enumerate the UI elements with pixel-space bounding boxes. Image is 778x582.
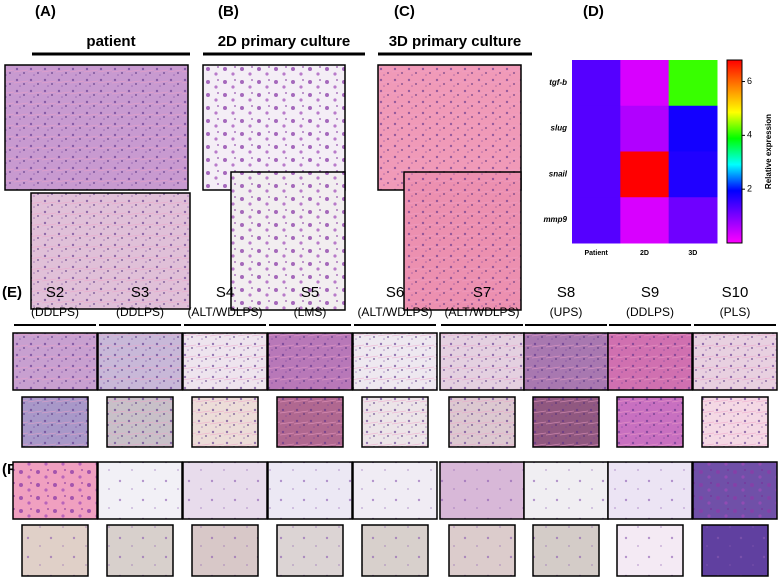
heat-cell	[668, 60, 718, 107]
histology-texture	[616, 396, 684, 448]
heat-cell	[620, 197, 670, 244]
histology-texture	[182, 461, 268, 520]
heat-cell	[572, 197, 621, 244]
histology-texture	[448, 524, 516, 577]
sample-name: S9	[641, 284, 659, 301]
histology-texture	[616, 524, 684, 577]
histology-texture	[701, 524, 769, 577]
sample-name: S7	[473, 284, 491, 301]
panel-label: (E)	[2, 284, 22, 301]
row-label: tgf-b	[549, 78, 567, 87]
heat-cell	[668, 151, 718, 198]
sample-name: S4	[216, 284, 234, 301]
histology-texture	[106, 396, 174, 448]
col-label: 3D	[688, 250, 697, 257]
column-header: 3D primary culture	[389, 33, 522, 50]
histology-texture	[523, 461, 609, 520]
histology-texture	[532, 524, 600, 577]
histology-texture	[361, 524, 429, 577]
row-label: slug	[551, 124, 568, 133]
panel-label: (A)	[35, 3, 56, 20]
heat-cell	[572, 151, 621, 198]
heat-cell	[620, 60, 670, 107]
histology-texture	[230, 171, 346, 311]
sample-subtype: (DDLPS)	[31, 305, 79, 319]
sample-name: S2	[46, 284, 64, 301]
histology-texture	[403, 171, 522, 311]
row-label: snail	[549, 169, 568, 178]
colorbar-label: Relative expression	[764, 114, 773, 189]
sample-name: S8	[557, 284, 575, 301]
sample-subtype: (DDLPS)	[116, 305, 164, 319]
histology-texture	[267, 461, 353, 520]
histology-texture	[97, 332, 183, 391]
col-label: 2D	[640, 250, 649, 257]
histology-texture	[532, 396, 600, 448]
histology-texture	[361, 396, 429, 448]
sample-subtype: (UPS)	[550, 305, 583, 319]
sample-headers: S2 (DDLPS) S3 (DDLPS) S4 (ALT/WDLPS) S5 (LMS) S6…	[14, 284, 776, 326]
heat-cell	[572, 60, 621, 107]
histology-texture	[4, 64, 189, 191]
histology-texture	[191, 396, 259, 448]
sample-subtype: (ALT/WDLPS)	[357, 305, 432, 319]
sample-name: S3	[131, 284, 149, 301]
sample-subtype: (ALT/WDLPS)	[187, 305, 262, 319]
histology-texture	[276, 396, 344, 448]
heat-cell	[620, 105, 670, 152]
histology-texture	[377, 64, 522, 191]
histology-texture	[21, 396, 89, 448]
histology-texture	[267, 332, 353, 391]
sample-name: S10	[722, 284, 749, 301]
histology-texture	[352, 332, 438, 391]
heat-cell	[572, 105, 621, 152]
histology-texture	[276, 524, 344, 577]
histology-texture	[97, 461, 183, 520]
histology-texture	[523, 332, 609, 391]
row-label: mmp9	[543, 215, 567, 224]
histology-texture	[202, 64, 346, 191]
colorbar	[726, 59, 743, 244]
panel-label: (B)	[218, 3, 239, 20]
histology-texture	[607, 461, 693, 520]
histology-texture	[439, 332, 525, 391]
colorbar-tick-label: 2	[747, 184, 752, 194]
heat-cell	[620, 151, 670, 198]
sample-subtype: (LMS)	[294, 305, 327, 319]
sample-subtype: (PLS)	[720, 305, 751, 319]
histology-texture	[448, 396, 516, 448]
histology-texture	[106, 524, 174, 577]
histology-texture	[607, 332, 693, 391]
panel-label: (C)	[394, 3, 415, 20]
histology-texture	[439, 461, 525, 520]
sample-name: S5	[301, 284, 319, 301]
col-label: Patient	[584, 250, 608, 257]
heatmap: tgf-b slug snail mmp9 Patient 2D 3D 2 4 6 Relative…	[543, 59, 773, 257]
sample-subtype: (DDLPS)	[626, 305, 674, 319]
histology-texture	[692, 461, 778, 520]
colorbar-tick-label: 6	[747, 76, 752, 86]
histology-texture	[21, 524, 89, 577]
sample-subtype: (ALT/WDLPS)	[444, 305, 519, 319]
colorbar-tick-label: 4	[747, 130, 752, 140]
histology-texture	[12, 461, 98, 520]
column-header: patient	[86, 33, 135, 50]
histology-texture	[701, 396, 769, 448]
histology-texture	[12, 332, 98, 391]
panel-label: (D)	[583, 3, 604, 20]
images	[4, 64, 778, 577]
histology-texture	[182, 332, 268, 391]
histology-texture	[191, 524, 259, 577]
column-header: 2D primary culture	[218, 33, 351, 50]
histology-texture	[352, 461, 438, 520]
heat-cell	[668, 105, 718, 152]
heat-cell	[668, 197, 718, 244]
histology-texture	[30, 192, 191, 310]
histology-texture	[692, 332, 778, 391]
sample-name: S6	[386, 284, 404, 301]
